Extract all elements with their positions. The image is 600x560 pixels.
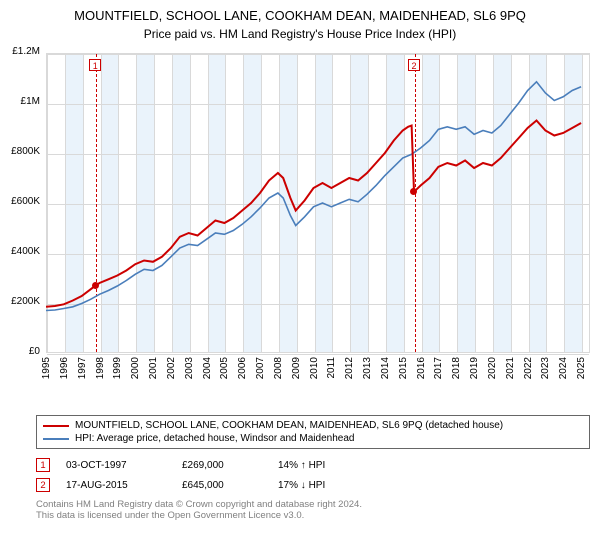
footer-line2: This data is licensed under the Open Gov… — [36, 510, 590, 521]
xtick-label: 2017 — [433, 357, 444, 379]
xtick-label: 2024 — [558, 357, 569, 379]
footer: Contains HM Land Registry data © Crown c… — [36, 499, 590, 521]
chart-container: MOUNTFIELD, SCHOOL LANE, COOKHAM DEAN, M… — [0, 0, 600, 525]
legend-label: MOUNTFIELD, SCHOOL LANE, COOKHAM DEAN, M… — [75, 420, 503, 431]
xtick-label: 2000 — [130, 357, 141, 379]
legend-row: HPI: Average price, detached house, Wind… — [43, 432, 583, 445]
footer-line1: Contains HM Land Registry data © Crown c… — [36, 499, 590, 510]
xtick-label: 2012 — [344, 357, 355, 379]
chart-title: MOUNTFIELD, SCHOOL LANE, COOKHAM DEAN, M… — [6, 8, 594, 23]
event-marker: 2 — [408, 59, 420, 71]
event-row: 1 03-OCT-1997 £269,000 14% ↑ HPI — [36, 455, 590, 475]
ytick-label: £1.2M — [6, 46, 40, 57]
xtick-label: 2009 — [291, 357, 302, 379]
legend-swatch — [43, 438, 69, 440]
xtick-label: 2003 — [184, 357, 195, 379]
event-date: 17-AUG-2015 — [66, 480, 166, 491]
legend-row: MOUNTFIELD, SCHOOL LANE, COOKHAM DEAN, M… — [43, 419, 583, 432]
event-row: 2 17-AUG-2015 £645,000 17% ↓ HPI — [36, 475, 590, 495]
chart-area: £0 £200K £400K £600K £800K £1M £1.2M 1995 1996 19… — [6, 47, 594, 407]
xtick-label: 2019 — [469, 357, 480, 379]
event-index-box: 1 — [36, 458, 50, 472]
xtick-label: 2020 — [487, 357, 498, 379]
xtick-label: 2022 — [523, 357, 534, 379]
xtick-label: 2013 — [362, 357, 373, 379]
event-price: £645,000 — [182, 480, 262, 491]
xtick-label: 2021 — [505, 357, 516, 379]
event-marker: 1 — [89, 59, 101, 71]
ytick-label: £200K — [6, 296, 40, 307]
xtick-label: 1996 — [59, 357, 70, 379]
xtick-label: 2011 — [326, 357, 337, 379]
xtick-label: 2007 — [255, 357, 266, 379]
xtick-label: 2016 — [416, 357, 427, 379]
xtick-label: 2001 — [148, 357, 159, 379]
gridline-h — [47, 354, 589, 355]
series-svg — [46, 53, 590, 353]
xtick-label: 2004 — [202, 357, 213, 379]
ytick-label: £600K — [6, 196, 40, 207]
event-price: £269,000 — [182, 460, 262, 471]
ytick-label: £400K — [6, 246, 40, 257]
xtick-label: 1995 — [41, 357, 52, 379]
legend-swatch — [43, 425, 69, 427]
event-delta: 17% ↓ HPI — [278, 480, 325, 491]
xtick-label: 1998 — [95, 357, 106, 379]
xtick-label: 2008 — [273, 357, 284, 379]
xtick-label: 2015 — [398, 357, 409, 379]
chart-subtitle: Price paid vs. HM Land Registry's House … — [6, 27, 594, 41]
event-delta: 14% ↑ HPI — [278, 460, 325, 471]
ytick-label: £0 — [6, 346, 40, 357]
ytick-label: £1M — [6, 96, 40, 107]
series-property — [46, 121, 581, 307]
xtick-label: 2018 — [451, 357, 462, 379]
series-hpi — [46, 82, 581, 311]
xtick-label: 2014 — [380, 357, 391, 379]
legend-label: HPI: Average price, detached house, Wind… — [75, 433, 354, 444]
event-dot — [92, 282, 99, 289]
xtick-label: 1997 — [77, 357, 88, 379]
xtick-label: 2025 — [576, 357, 587, 379]
ytick-label: £800K — [6, 146, 40, 157]
xtick-label: 2005 — [219, 357, 230, 379]
xtick-label: 2006 — [237, 357, 248, 379]
xtick-label: 2002 — [166, 357, 177, 379]
event-date: 03-OCT-1997 — [66, 460, 166, 471]
xtick-label: 2010 — [309, 357, 320, 379]
xtick-label: 2023 — [540, 357, 551, 379]
legend: MOUNTFIELD, SCHOOL LANE, COOKHAM DEAN, M… — [36, 415, 590, 449]
event-index-box: 2 — [36, 478, 50, 492]
xtick-label: 1999 — [112, 357, 123, 379]
price-events: 1 03-OCT-1997 £269,000 14% ↑ HPI 2 17-AUG-201… — [36, 455, 590, 495]
